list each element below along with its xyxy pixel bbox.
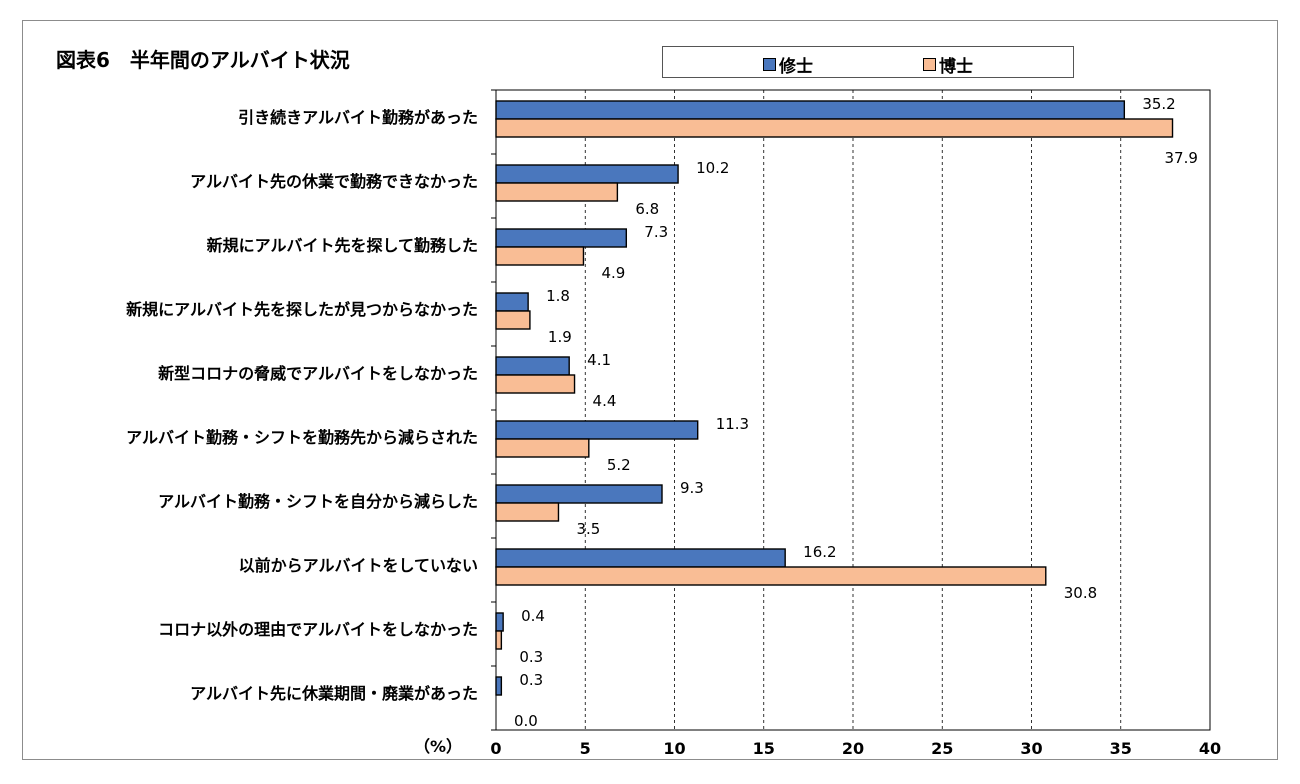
data-label-series-1: 3.5 (576, 520, 600, 538)
x-tick-label: 5 (580, 739, 591, 758)
data-label-series-0: 1.8 (546, 287, 570, 305)
legend-label-series-0: 修士 (779, 57, 813, 77)
bar-series-1 (495, 246, 585, 266)
x-tick-label: 15 (753, 739, 775, 758)
bar-series-1 (495, 438, 590, 458)
data-label-series-1: 1.9 (548, 328, 572, 346)
data-label-series-1: 4.9 (601, 264, 625, 282)
data-label-series-1: 0.3 (519, 648, 543, 666)
category-label: 引き続きアルバイト勤務があった (238, 108, 478, 127)
category-label: 新型コロナの脅威でアルバイトをしなかった (158, 364, 478, 383)
bar-series-0 (495, 164, 679, 184)
data-label-series-0: 7.3 (644, 223, 668, 241)
category-label: 新規にアルバイト先を探したが見つからなかった (126, 300, 478, 319)
data-label-series-0: 11.3 (716, 415, 749, 433)
x-tick-label: 25 (931, 739, 953, 758)
bar-series-0 (495, 612, 504, 632)
legend-item-series-0: 修士 (763, 52, 813, 77)
unit-label: （%） (414, 737, 462, 756)
data-label-series-1: 37.9 (1165, 149, 1198, 167)
category-label: 新規にアルバイト先を探して勤務した (207, 236, 478, 255)
bar-series-1 (495, 374, 576, 394)
category-label: アルバイト先の休業で勤務できなかった (190, 172, 478, 191)
data-label-series-0: 10.2 (696, 159, 729, 177)
bar-series-1 (495, 502, 560, 522)
bar-series-0 (495, 548, 786, 568)
bar-series-1 (495, 630, 503, 650)
legend-item-series-1: 博士 (923, 52, 973, 77)
legend-swatch-series-0 (763, 58, 776, 71)
bar-series-1 (495, 566, 1047, 586)
bar-series-0 (495, 420, 699, 440)
category-label: アルバイト勤務・シフトを勤務先から減らされた (126, 428, 478, 447)
x-tick-label: 0 (490, 739, 501, 758)
category-label: コロナ以外の理由でアルバイトをしなかった (158, 620, 478, 639)
category-label: アルバイト先に休業期間・廃業があった (190, 684, 478, 703)
legend-swatch-series-1 (923, 58, 936, 71)
x-tick-label: 35 (1110, 739, 1132, 758)
bar-series-1 (495, 182, 619, 202)
x-tick-label: 10 (663, 739, 685, 758)
bar-series-1 (495, 310, 531, 330)
data-label-series-1: 6.8 (635, 200, 659, 218)
legend: 修士 博士 (662, 46, 1074, 78)
data-label-series-0: 0.3 (519, 671, 543, 689)
bar-series-0 (495, 100, 1126, 120)
x-tick-label: 40 (1199, 739, 1221, 758)
data-label-series-0: 4.1 (587, 351, 611, 369)
bar-series-0 (495, 356, 570, 376)
category-label: アルバイト勤務・シフトを自分から減らした (158, 492, 478, 511)
data-label-series-1: 4.4 (593, 392, 617, 410)
chart-title: 図表6 半年間のアルバイト状況 (56, 48, 350, 72)
x-tick-label: 20 (842, 739, 864, 758)
data-label-series-0: 9.3 (680, 479, 704, 497)
data-label-series-1: 30.8 (1064, 584, 1097, 602)
data-label-series-1: 5.2 (607, 456, 631, 474)
legend-label-series-1: 博士 (939, 57, 973, 77)
bar-series-0 (495, 676, 503, 696)
data-label-series-0: 16.2 (803, 543, 836, 561)
bar-series-0 (495, 484, 663, 504)
bar-series-0 (495, 292, 529, 312)
x-tick-label: 30 (1020, 739, 1042, 758)
data-label-series-0: 0.4 (521, 607, 545, 625)
data-label-series-1: 0.0 (514, 712, 538, 730)
data-label-series-0: 35.2 (1142, 95, 1175, 113)
category-label: 以前からアルバイトをしていない (239, 556, 478, 575)
bar-series-1 (495, 118, 1174, 138)
bar-series-0 (495, 228, 628, 248)
